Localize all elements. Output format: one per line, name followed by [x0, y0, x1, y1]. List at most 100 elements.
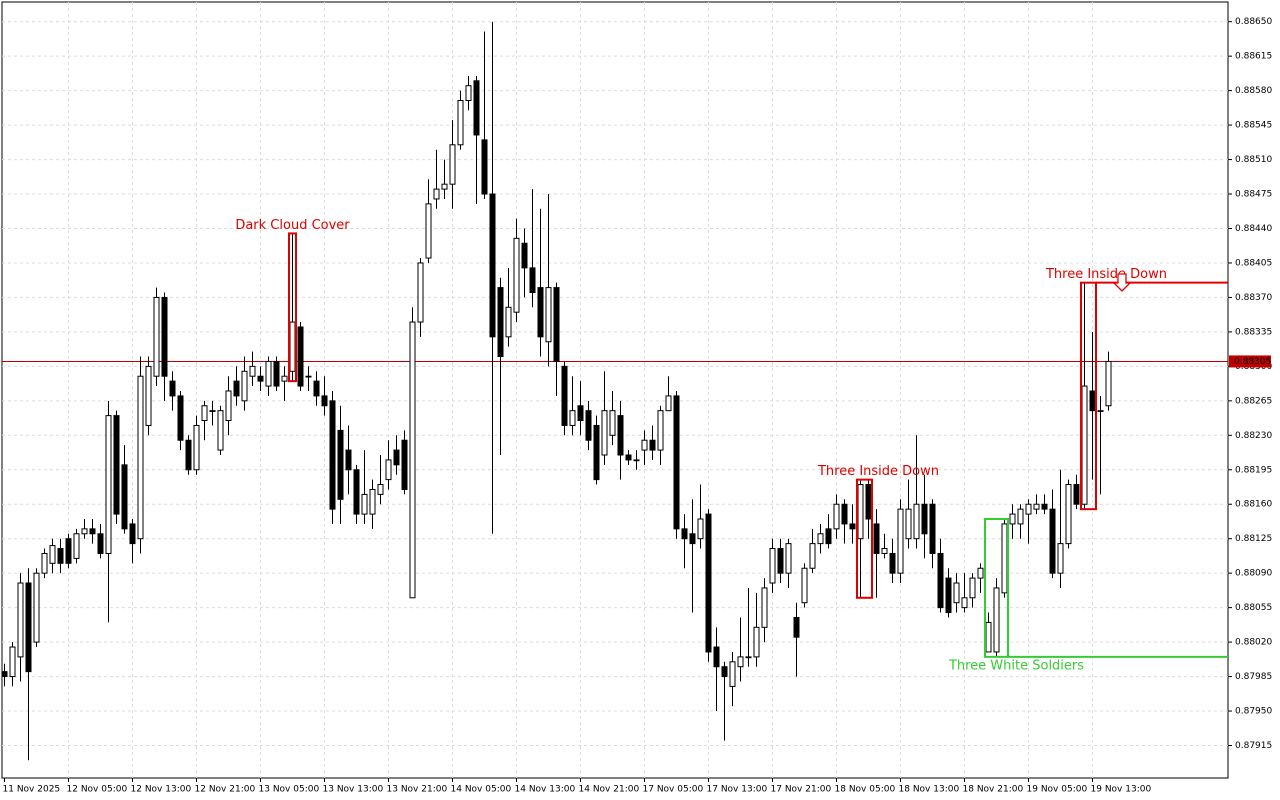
candle-body — [1097, 410, 1104, 412]
y-tick-label: 0.88125 — [1235, 534, 1272, 544]
candle-body — [657, 410, 664, 451]
candle-body — [225, 390, 232, 422]
candle-body — [785, 543, 792, 574]
candle-body — [905, 508, 912, 540]
candle-body — [345, 449, 352, 471]
candle-body — [521, 242, 528, 269]
candle-body — [249, 365, 256, 377]
candle-body — [417, 262, 424, 323]
candle-body — [1001, 523, 1008, 594]
candle-body — [865, 484, 872, 520]
candle-body — [441, 183, 448, 190]
candle-body — [777, 548, 784, 574]
candle-body — [977, 567, 984, 579]
candle-body — [993, 587, 1000, 653]
candle-body — [873, 523, 880, 554]
x-tick-label: 18 Nov 13:00 — [899, 785, 960, 795]
last-price-tag — [1229, 355, 1271, 368]
pattern-label: Three Inside Down — [817, 464, 939, 479]
candle-body — [433, 188, 440, 200]
candle-body — [273, 360, 280, 387]
candle-body — [1057, 543, 1064, 574]
candle-body — [537, 287, 544, 338]
candle-body — [449, 144, 456, 185]
x-tick-label: 12 Nov 13:00 — [131, 785, 192, 795]
x-tick-label: 14 Nov 05:00 — [451, 785, 512, 795]
candle-body — [1033, 503, 1040, 510]
pattern-box — [1080, 281, 1097, 511]
y-tick-label: 0.88650 — [1235, 17, 1272, 27]
candle-body — [881, 548, 888, 554]
candle-body — [545, 287, 552, 343]
candle-body — [17, 582, 24, 658]
candle-body — [89, 528, 96, 535]
candle-body — [33, 572, 40, 643]
candle-body — [505, 306, 512, 338]
candle-body — [841, 503, 848, 525]
candle-body — [569, 410, 576, 426]
candle-body — [913, 503, 920, 540]
candle-body — [161, 296, 168, 377]
candle-body — [169, 380, 176, 397]
candle-body — [457, 99, 464, 146]
candle-body — [857, 484, 864, 540]
y-tick-label: 0.88335 — [1235, 327, 1272, 337]
candle-body — [201, 405, 208, 422]
candle-body — [353, 469, 360, 515]
candle-body — [1089, 390, 1096, 412]
candle-body — [281, 375, 288, 382]
candle-body — [945, 577, 952, 614]
candle-body — [985, 621, 992, 653]
candle-body — [25, 582, 32, 673]
x-tick-label: 13 Nov 21:00 — [387, 785, 448, 795]
candle-body — [761, 587, 768, 628]
y-tick-label: 0.88265 — [1235, 396, 1272, 406]
x-tick-label: 14 Nov 13:00 — [515, 785, 576, 795]
candle-body — [481, 139, 488, 195]
signal-arrow — [1112, 273, 1132, 292]
candle-body — [641, 439, 648, 451]
candle-body — [185, 439, 192, 471]
candle-body — [585, 410, 592, 441]
x-tick-label: 19 Nov 05:00 — [1027, 785, 1088, 795]
candle-body — [289, 321, 296, 372]
candle-body — [497, 287, 504, 358]
y-tick-label: 0.88370 — [1235, 293, 1272, 303]
candle-body — [801, 567, 808, 604]
y-tick-label: 0.88580 — [1235, 86, 1272, 96]
candle-body — [489, 193, 496, 338]
candle-body — [65, 538, 72, 564]
candle-body — [817, 533, 824, 545]
candle-body — [73, 533, 80, 559]
candle-body — [297, 326, 304, 387]
candle-body — [745, 656, 752, 659]
candle-body — [377, 484, 384, 495]
candle-body — [689, 533, 696, 545]
candle-body — [649, 439, 656, 451]
candle-body — [265, 360, 272, 387]
candle-body — [41, 552, 48, 574]
candle-body — [97, 533, 104, 554]
candle-body — [1041, 503, 1048, 510]
candle-body — [57, 548, 64, 564]
candle-body — [321, 395, 328, 407]
candle-body — [193, 424, 200, 471]
y-tick-label: 0.87915 — [1235, 741, 1272, 751]
x-tick-label: 18 Nov 21:00 — [963, 785, 1024, 795]
candle-body — [929, 503, 936, 554]
pattern-box — [856, 478, 873, 599]
candle-body — [513, 237, 520, 313]
candle-body — [1073, 484, 1080, 505]
candle-body — [937, 552, 944, 609]
y-tick-label: 0.88055 — [1235, 603, 1272, 613]
candle-body — [713, 646, 720, 668]
candle-body — [721, 666, 728, 678]
y-tick-label: 0.88510 — [1235, 155, 1272, 165]
candle-body — [697, 518, 704, 540]
x-tick-label: 18 Nov 05:00 — [835, 785, 896, 795]
candle-body — [153, 296, 160, 377]
candle-body — [553, 287, 560, 362]
y-tick-label: 0.88615 — [1235, 52, 1272, 62]
candle-body — [1065, 484, 1072, 545]
